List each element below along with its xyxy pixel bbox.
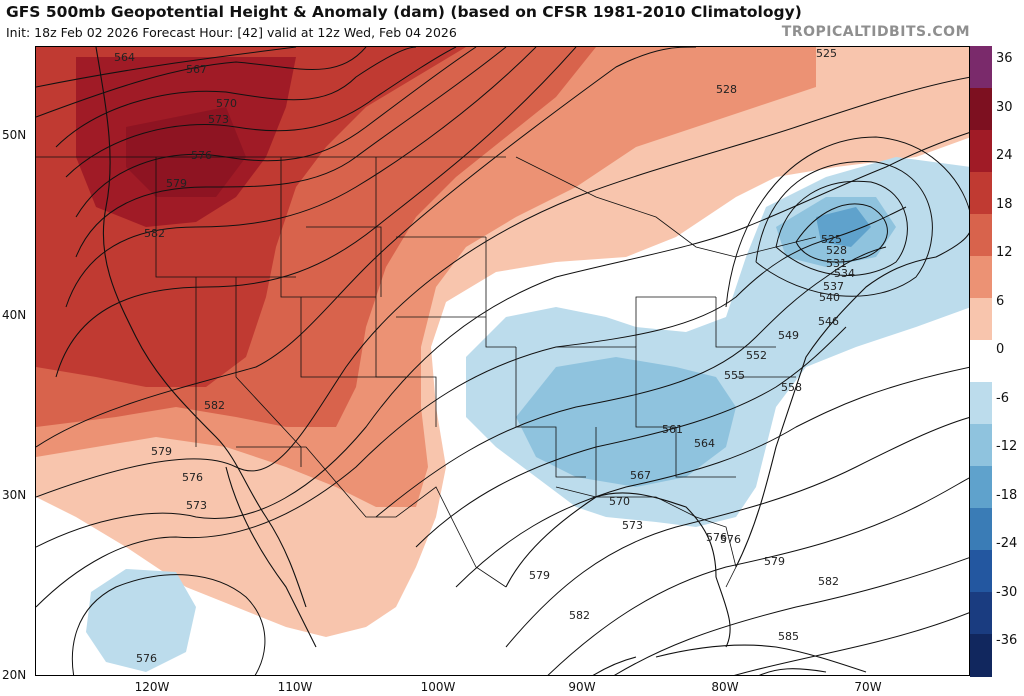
contour-label: 528 xyxy=(716,83,737,96)
negative-anomaly-southwest xyxy=(86,569,196,672)
lat-label-50n: 50N xyxy=(2,128,27,142)
contour-label-group: 564 567 570 573 576 579 582 582 579 576 … xyxy=(114,47,855,665)
colorbar-label: -12 xyxy=(996,439,1018,454)
colorbar-swatch xyxy=(970,130,992,173)
contour-label: 573 xyxy=(208,113,229,126)
colorbar-label: 36 xyxy=(996,51,1013,66)
header: GFS 500mb Geopotential Height & Anomaly … xyxy=(0,0,1024,46)
colorbar-swatch xyxy=(970,550,992,593)
contour-label: 570 xyxy=(609,495,630,508)
contour-label: 585 xyxy=(778,630,799,643)
contour-label: 576 xyxy=(182,471,203,484)
colorbar-label: -6 xyxy=(996,390,1009,406)
contour-label: 582 xyxy=(144,227,165,240)
political-borders xyxy=(36,156,817,588)
contour-label: 567 xyxy=(186,63,207,76)
contour-label: 549 xyxy=(778,329,799,342)
lon-label-100w: 100W xyxy=(420,680,456,694)
brand-watermark: TROPICALTIDBITS.COM xyxy=(781,24,970,40)
negative-anomaly-ne-core xyxy=(816,207,871,247)
contour-label: 579 xyxy=(151,445,172,458)
contour-label: 576 xyxy=(706,531,727,544)
chart-title: GFS 500mb Geopotential Height & Anomaly … xyxy=(6,3,802,21)
colorbar-label: -30 xyxy=(996,584,1018,600)
contour-label: 573 xyxy=(186,499,207,512)
contour-label: 561 xyxy=(662,423,683,436)
colorbar-swatch xyxy=(970,424,992,467)
coastlines xyxy=(95,47,969,675)
contour-label: 570 xyxy=(216,97,237,110)
colorbar-label: 6 xyxy=(996,293,1005,309)
contour-label: 537 xyxy=(823,280,844,293)
colorbar-label: -36 xyxy=(996,633,1018,648)
colorbar-label: 24 xyxy=(996,148,1013,163)
colorbar-swatch xyxy=(970,508,992,551)
contour-label: 564 xyxy=(694,437,715,450)
colorbar-label: -24 xyxy=(996,536,1018,551)
colorbar-label: 0 xyxy=(996,342,1005,357)
colorbar-swatch xyxy=(970,634,992,677)
colorbar-label: 30 xyxy=(996,99,1013,115)
contour-label: 582 xyxy=(204,399,225,412)
chart-subtitle: Init: 18z Feb 02 2026 Forecast Hour: [42… xyxy=(6,25,457,40)
lon-label-90w: 90W xyxy=(568,680,596,694)
contour-label: 573 xyxy=(622,519,643,532)
contour-label: 576 xyxy=(136,652,157,665)
contour-label: 531 xyxy=(826,257,847,270)
colorbar-swatch xyxy=(970,88,992,131)
contour-label: 525 xyxy=(816,47,837,60)
colorbar-swatch xyxy=(970,466,992,509)
colorbar-label: 12 xyxy=(996,245,1013,260)
lat-label-40n: 40N xyxy=(2,308,27,322)
contour-label: 567 xyxy=(630,469,651,482)
contour-label: 546 xyxy=(818,315,839,328)
colorbar-swatch xyxy=(970,214,992,257)
colorbar-swatch xyxy=(970,298,992,341)
anomaly-map: 564 567 570 573 576 579 582 582 579 576 … xyxy=(36,47,969,675)
contour-label: 525 xyxy=(821,233,842,246)
colorbar-swatch xyxy=(970,46,992,89)
contour-label: 579 xyxy=(166,177,187,190)
lon-label-120w: 120W xyxy=(134,680,170,694)
lat-label-20n: 20N xyxy=(2,668,27,682)
contour-label: 534 xyxy=(834,267,855,280)
contour-label: 576 xyxy=(720,533,741,546)
contour-label: 582 xyxy=(569,609,590,622)
contour-label: 552 xyxy=(746,349,767,362)
colorbar-label: -18 xyxy=(996,487,1018,503)
contour-label: 528 xyxy=(826,244,847,257)
contour-label: 564 xyxy=(114,51,135,64)
colorbar-swatch xyxy=(970,172,992,215)
map-panel: 564 567 570 573 576 579 582 582 579 576 … xyxy=(35,46,970,676)
contour-label: 558 xyxy=(781,381,802,394)
lat-label-30n: 30N xyxy=(2,488,27,502)
height-contours xyxy=(36,47,969,675)
contour-label: 576 xyxy=(191,149,212,162)
contour-label: 555 xyxy=(724,369,745,382)
contour-label: 582 xyxy=(818,575,839,588)
colorbar xyxy=(970,46,992,677)
contour-label: 540 xyxy=(819,291,840,304)
colorbar-label: 18 xyxy=(996,196,1013,212)
lon-label-110w: 110W xyxy=(277,680,313,694)
colorbar-swatch xyxy=(970,382,992,425)
contour-label: 579 xyxy=(529,569,550,582)
lon-label-80w: 80W xyxy=(711,680,739,694)
contour-label: 579 xyxy=(764,555,785,568)
colorbar-swatch xyxy=(970,592,992,635)
lon-label-70w: 70W xyxy=(854,680,882,694)
colorbar-swatch xyxy=(970,256,992,299)
colorbar-swatch xyxy=(970,340,992,383)
